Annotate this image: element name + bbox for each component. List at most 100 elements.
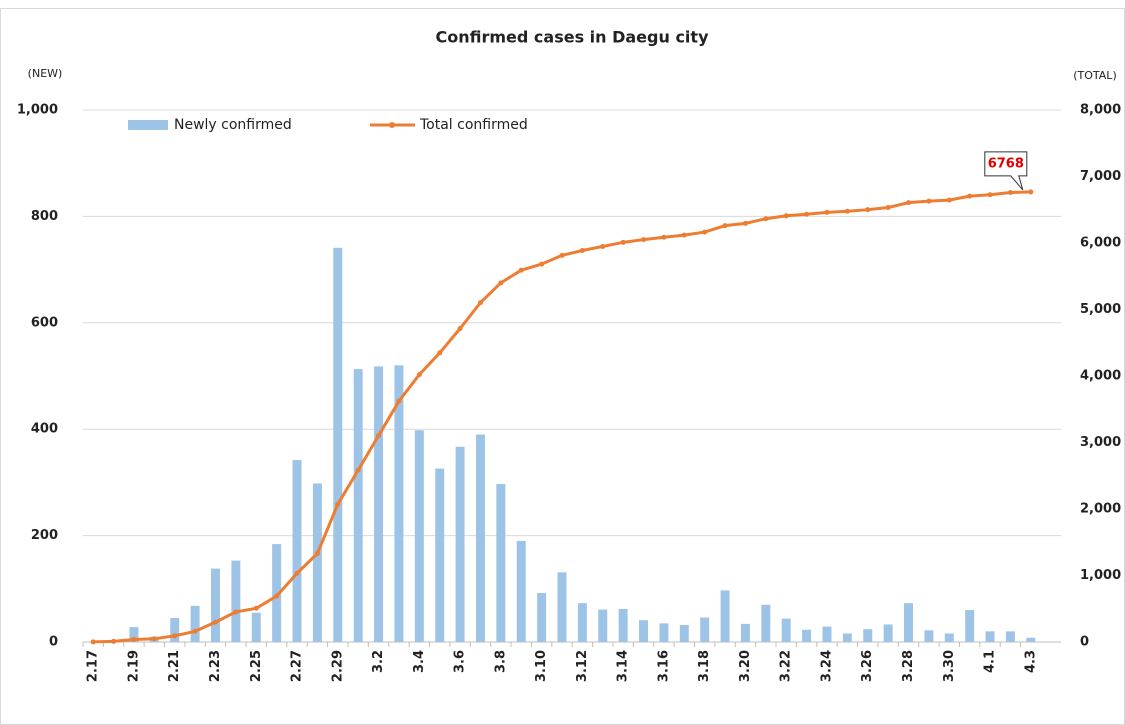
bar: [170, 618, 180, 642]
y-tick-label: 0: [49, 635, 58, 650]
bar: [700, 617, 710, 642]
bar: [353, 369, 363, 642]
line-point: [783, 213, 789, 219]
line-point: [824, 209, 830, 215]
line-point: [539, 261, 545, 267]
line-point: [906, 200, 912, 206]
line-point: [396, 398, 402, 404]
x-tick-label: 3.12: [575, 650, 590, 682]
line-point: [294, 570, 300, 576]
bar: [863, 629, 873, 642]
line-point: [90, 639, 96, 645]
y2-tick-label: 2,000: [1080, 502, 1121, 517]
line-point: [253, 605, 259, 611]
bar: [924, 630, 934, 642]
x-tick-label: 3.22: [779, 650, 794, 682]
y2-tick-label: 0: [1080, 635, 1089, 650]
bar: [435, 468, 445, 642]
y-tick-label: 1,000: [17, 103, 58, 118]
x-tick-label: 3.4: [412, 650, 427, 673]
bar: [231, 560, 241, 642]
bar: [190, 605, 200, 642]
line-point: [498, 280, 504, 286]
line-point: [865, 207, 871, 213]
line-point: [1007, 189, 1013, 195]
x-tick-label: 3.16: [656, 650, 671, 682]
bar: [822, 626, 832, 642]
y2-tick-label: 4,000: [1080, 369, 1121, 384]
y-tick-label: 800: [31, 209, 58, 224]
line-point: [376, 433, 382, 439]
bar: [985, 631, 995, 642]
line-point: [742, 220, 748, 226]
bar: [883, 624, 893, 642]
chart-title: Confirmed cases in Daegu city: [435, 28, 709, 47]
legend-label: Total confirmed: [419, 117, 528, 133]
data-label-box: [984, 151, 1028, 191]
x-tick-label: 3.26: [860, 650, 875, 682]
y2-tick-label: 5,000: [1080, 302, 1121, 317]
y2-tick-label: 7,000: [1080, 169, 1121, 184]
bar: [557, 572, 567, 642]
line-point: [844, 208, 850, 214]
y-tick-label: 200: [31, 528, 58, 543]
line-point: [355, 467, 361, 473]
line-point: [335, 501, 341, 507]
x-tick-label: 3.8: [493, 650, 508, 673]
line-point: [926, 198, 932, 204]
legend-label: Newly confirmed: [174, 117, 292, 133]
bar: [761, 604, 771, 642]
bar: [781, 618, 791, 642]
line-point: [885, 204, 891, 210]
bar: [414, 430, 424, 642]
bar: [842, 633, 852, 642]
bar: [496, 483, 506, 642]
x-tick-label: 3.18: [697, 650, 712, 682]
line-point: [722, 223, 728, 229]
line-point: [946, 197, 952, 203]
bar: [802, 629, 812, 642]
bar: [618, 609, 628, 642]
x-tick-label: 3.10: [534, 650, 549, 682]
line-point: [111, 638, 117, 644]
line-point: [987, 192, 993, 198]
bar: [965, 610, 975, 642]
line-point: [804, 211, 810, 217]
bar: [577, 603, 587, 642]
line-point: [600, 243, 606, 249]
line-point: [967, 193, 973, 199]
y-axis-label: (NEW): [28, 67, 63, 80]
line-point: [641, 237, 647, 243]
x-tick-label: 2.23: [208, 650, 223, 682]
bar: [292, 460, 302, 642]
y2-tick-label: 1,000: [1080, 568, 1121, 583]
bar: [639, 620, 649, 642]
bar: [455, 446, 465, 642]
line-point: [661, 234, 667, 240]
line-point: [416, 372, 422, 378]
data-label: 6768: [988, 156, 1024, 171]
line-point: [1028, 189, 1034, 195]
x-tick-label: 4.3: [1023, 650, 1038, 673]
x-tick-label: 3.2: [371, 650, 386, 673]
line-point: [314, 550, 320, 556]
y-tick-label: 400: [31, 422, 58, 437]
bar: [516, 540, 526, 642]
bar: [312, 483, 322, 642]
y2-tick-label: 8,000: [1080, 103, 1121, 118]
bar: [720, 590, 730, 642]
line-point: [579, 248, 585, 254]
bar: [475, 434, 485, 642]
bar: [129, 627, 139, 642]
x-tick-label: 3.30: [942, 650, 957, 682]
x-tick-label: 3.28: [901, 650, 916, 682]
y2-axis-label: (TOTAL): [1073, 69, 1116, 82]
bar: [904, 603, 913, 642]
line-point: [274, 593, 280, 599]
x-tick-label: 2.19: [126, 650, 141, 682]
x-tick-label: 2.21: [167, 650, 182, 682]
bar: [1026, 637, 1036, 642]
line-point: [192, 628, 198, 634]
y2-tick-label: 3,000: [1080, 435, 1121, 450]
